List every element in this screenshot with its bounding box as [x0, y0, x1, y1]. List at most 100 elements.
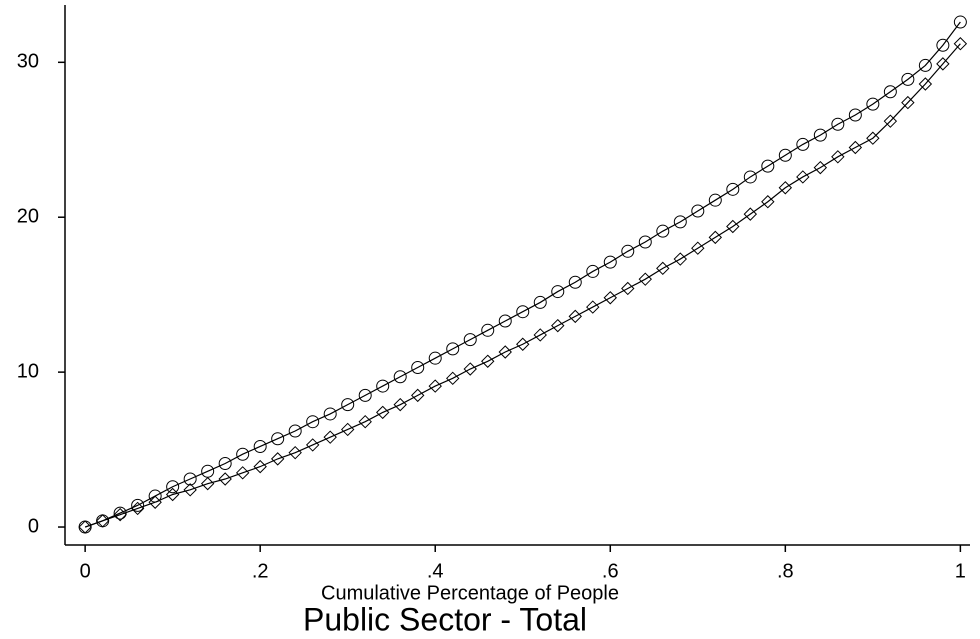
data-point [796, 137, 810, 151]
data-point [761, 195, 775, 209]
data-point [743, 170, 757, 184]
data-point [813, 128, 827, 142]
data-point [498, 345, 512, 359]
data-point [568, 309, 582, 324]
x-tick-label: .2 [252, 560, 269, 582]
data-point [831, 150, 845, 164]
data-point [918, 77, 933, 91]
data-point [778, 181, 793, 195]
data-point [446, 371, 460, 386]
data-point [551, 285, 565, 299]
data-point [481, 323, 495, 337]
data-point [936, 57, 950, 71]
data-point [516, 337, 530, 351]
chart-title: Public Sector - Total [303, 601, 587, 637]
data-point [288, 445, 302, 460]
data-point [288, 424, 302, 438]
data-point [305, 438, 320, 452]
data-point [621, 281, 635, 296]
data-point [761, 159, 775, 173]
y-tick-label: 0 [28, 515, 39, 537]
data-point [918, 58, 932, 72]
data-point [708, 193, 722, 207]
data-point [691, 241, 705, 255]
y-tick-label: 30 [17, 51, 39, 73]
x-tick-label: .6 [602, 560, 619, 582]
data-point [95, 514, 110, 528]
data-point [796, 170, 810, 184]
data-point [901, 72, 915, 86]
data-point [603, 255, 617, 269]
data-point [393, 397, 407, 412]
data-point [673, 215, 687, 229]
data-point [253, 459, 267, 474]
series-line [84, 21, 961, 528]
data-point [148, 495, 162, 509]
data-point [411, 360, 425, 374]
x-tick-label: .4 [427, 560, 444, 582]
data-point [831, 117, 845, 131]
data-point [463, 362, 477, 376]
data-point [533, 328, 547, 342]
data-point [866, 131, 880, 145]
x-tick-label: 0 [80, 560, 91, 582]
data-point [183, 483, 197, 497]
data-point [218, 472, 232, 486]
data-point [848, 140, 863, 155]
data-point [498, 314, 512, 328]
data-point [376, 379, 390, 393]
data-point [428, 379, 442, 393]
data-point [726, 219, 740, 234]
data-point [358, 414, 372, 429]
data-point [236, 447, 250, 461]
data-point [323, 407, 337, 421]
data-point [586, 264, 600, 278]
x-tick-label: 1 [955, 560, 966, 582]
data-point [813, 160, 828, 175]
data-point [953, 15, 967, 29]
data-point [411, 388, 425, 403]
data-point [235, 466, 250, 480]
data-point [516, 305, 530, 319]
data-point [656, 261, 670, 276]
data-point [358, 388, 372, 402]
data-point [270, 452, 285, 466]
data-point [165, 487, 180, 502]
data-point [673, 252, 688, 266]
data-point [743, 207, 758, 221]
data-point [463, 333, 477, 347]
data-point [726, 182, 740, 196]
y-tick-label: 20 [17, 206, 39, 228]
data-point [130, 501, 145, 516]
data-point [603, 291, 617, 305]
data-point [708, 230, 723, 245]
data-point [883, 114, 898, 128]
data-point [568, 275, 582, 289]
data-point [533, 295, 547, 309]
data-point [621, 244, 635, 258]
data-point [866, 97, 880, 111]
data-point [428, 351, 442, 365]
data-point [883, 85, 897, 99]
data-point [323, 430, 337, 444]
data-point [393, 370, 407, 384]
data-point [166, 480, 180, 494]
x-tick-label: .8 [777, 560, 794, 582]
data-point [446, 342, 460, 356]
y-tick-label: 10 [17, 360, 39, 382]
data-point [78, 520, 92, 534]
data-point [341, 398, 355, 412]
data-point [271, 432, 285, 446]
data-point [778, 148, 792, 162]
data-point [340, 422, 355, 437]
data-point [551, 318, 565, 333]
data-point [638, 272, 652, 286]
data-point [306, 415, 320, 429]
data-point [691, 204, 705, 218]
data-point [131, 498, 145, 512]
data-point [848, 108, 862, 122]
data-point [901, 95, 915, 110]
data-point [253, 439, 267, 453]
data-point [638, 235, 652, 249]
